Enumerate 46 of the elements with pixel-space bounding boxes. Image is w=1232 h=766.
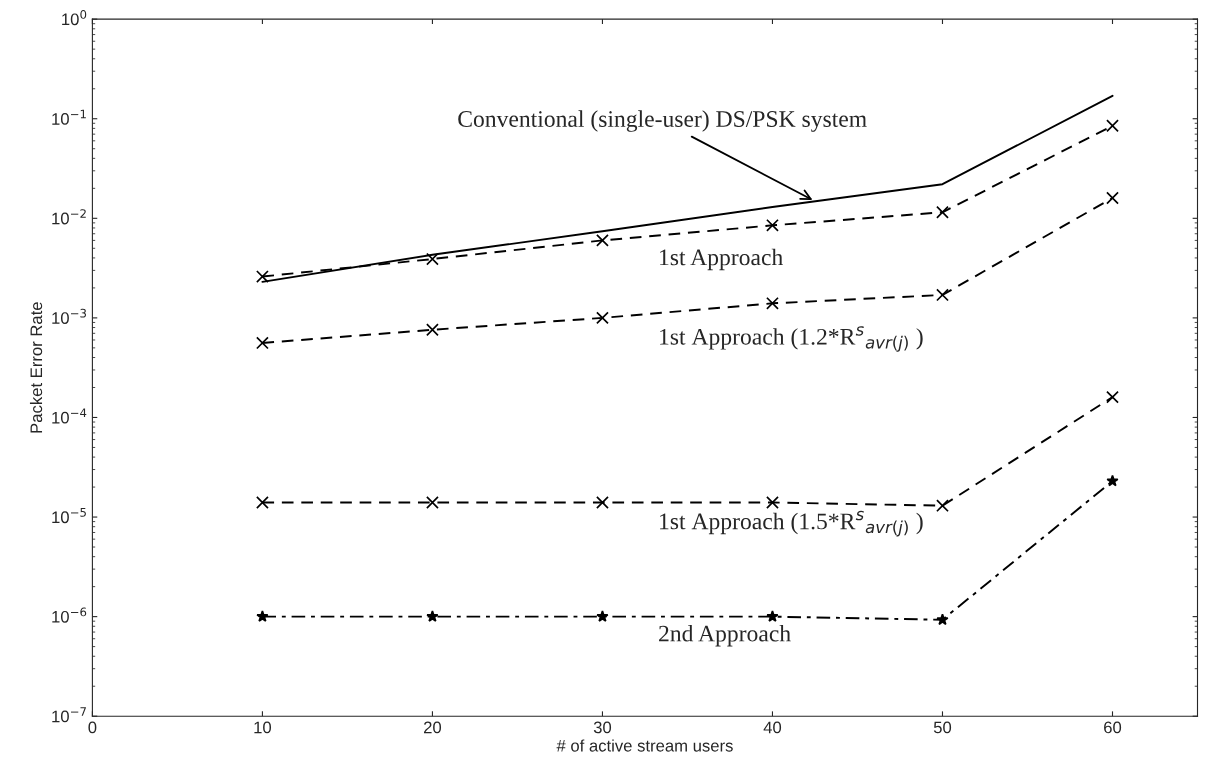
point (1106, 390, 1119, 404)
y-tick-label: 10$^{−6}$ (52, 607, 87, 623)
y-tick-label: 10$^{0}$ (62, 10, 87, 26)
y-tick-label: 10$^{−2}$ (52, 209, 86, 225)
point (256, 610, 269, 622)
point (936, 499, 949, 513)
text: Conventional (single-user) DS/PSK system (458, 110, 867, 132)
y-tick-label: 10$^{−7}$ (52, 707, 86, 723)
point (1106, 474, 1119, 487)
point (1106, 119, 1119, 133)
x-tick-label: 50 (933, 721, 952, 734)
x-tick-label: 60 (1104, 721, 1122, 734)
point (596, 496, 609, 509)
point (426, 323, 439, 337)
y-tick-label: 10$^{−5}$ (52, 508, 86, 524)
series-label: 1st Approach (1.5*R$^{s}$$_{avr(j)}$ ) (660, 510, 923, 537)
series-label: 1st Approach (1.2*R$^{s}$$_{avr(j)}$ ) (660, 326, 923, 352)
point (936, 288, 949, 302)
series-label: 2nd Approach (659, 624, 791, 647)
point (936, 613, 949, 626)
series-label: 1st Approach (660, 248, 783, 271)
point (766, 218, 779, 232)
point (766, 496, 779, 509)
point (596, 311, 609, 325)
point (596, 234, 609, 247)
y-tick-label: 10$^{−1}$ (52, 109, 86, 125)
point (1106, 191, 1119, 205)
x-axis-title: # of active stream users (556, 739, 733, 752)
point (256, 270, 269, 283)
point (596, 610, 609, 622)
point (426, 496, 439, 509)
point (256, 336, 269, 350)
x-tick-label: 20 (424, 721, 442, 734)
x-tick-label: 40 (763, 721, 782, 734)
y-tick-label: 10$^{−3}$ (52, 308, 86, 324)
x-tick-label: 10 (254, 721, 272, 734)
y-tick-label: 10$^{−4}$ (52, 408, 87, 424)
point (766, 296, 779, 310)
y-axis-title: Packet Error Rate (29, 302, 43, 433)
x-tick-label: 30 (593, 721, 612, 734)
point (426, 252, 439, 266)
point (256, 496, 269, 509)
point (936, 205, 949, 219)
point (766, 610, 779, 622)
x-tick-label: 0 (88, 721, 97, 734)
point (426, 610, 439, 622)
